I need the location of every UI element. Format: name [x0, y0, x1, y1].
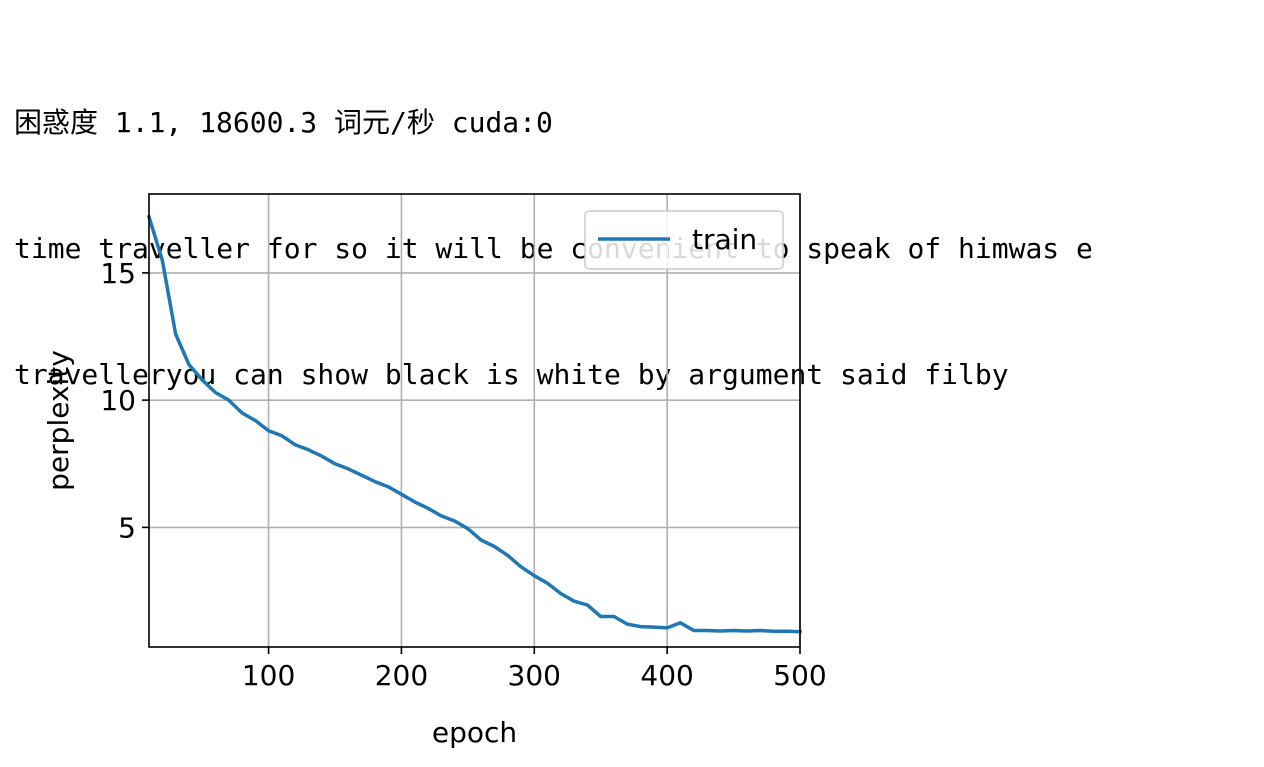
y-axis-label: perplexity: [42, 350, 75, 491]
console-line-prediction-2: travelleryou can show black is white by …: [14, 358, 1009, 391]
console-line-perplexity: 困惑度 1.1, 18600.3 词元/秒 cuda:0: [14, 106, 553, 139]
legend: train: [584, 210, 784, 270]
x-tick-label: 500: [773, 659, 826, 692]
legend-label-train: train: [692, 223, 757, 256]
y-tick-label: 15: [100, 257, 136, 290]
y-tick-label: 10: [100, 384, 136, 417]
legend-box: [584, 210, 784, 270]
x-axis-label: epoch: [432, 716, 517, 749]
x-tick-label: 400: [640, 659, 693, 692]
x-tick-label: 300: [508, 659, 561, 692]
series-lines: [146, 214, 802, 634]
x-tick-label: 100: [242, 659, 295, 692]
x-tick-label: 200: [375, 659, 428, 692]
plot-frame: [148, 193, 801, 648]
series-line-train: [146, 214, 802, 634]
y-tick-label: 5: [118, 511, 136, 544]
axis-ticks: 100 200 300 400 500 5 10 15: [100, 257, 826, 692]
